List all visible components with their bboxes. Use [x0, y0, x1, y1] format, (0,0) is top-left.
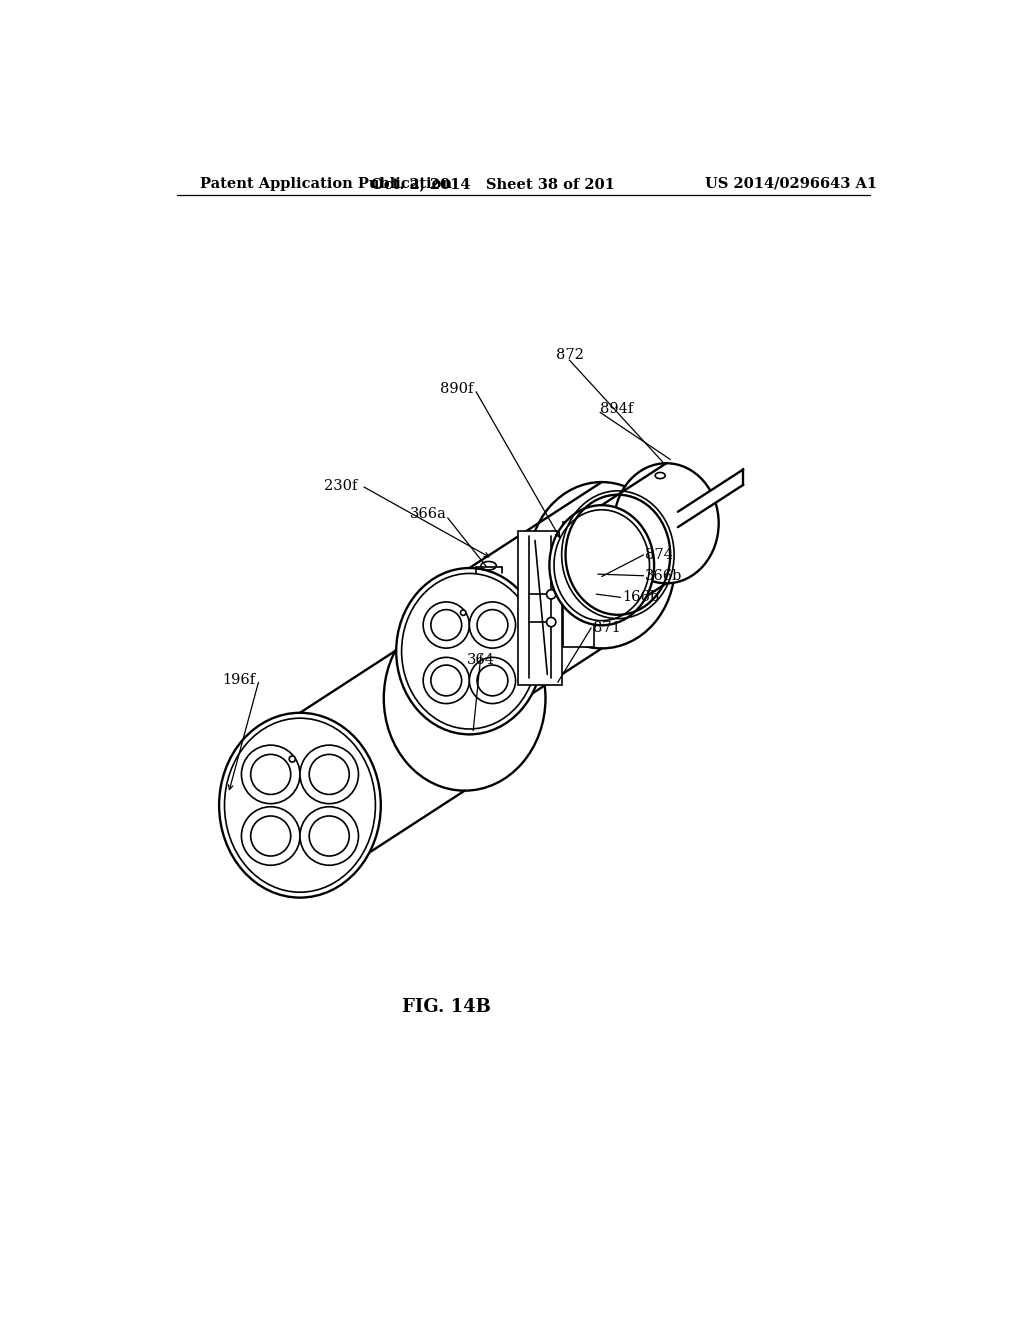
Text: 890f: 890f	[440, 383, 473, 396]
Ellipse shape	[384, 606, 546, 791]
Ellipse shape	[592, 568, 597, 573]
Ellipse shape	[547, 590, 556, 599]
Polygon shape	[300, 606, 465, 898]
Ellipse shape	[469, 657, 515, 704]
Text: 366b: 366b	[645, 569, 682, 582]
Ellipse shape	[300, 807, 358, 866]
Ellipse shape	[481, 561, 497, 570]
Ellipse shape	[655, 473, 666, 479]
Ellipse shape	[251, 816, 291, 857]
Ellipse shape	[401, 573, 538, 729]
Polygon shape	[469, 482, 602, 734]
Polygon shape	[518, 531, 562, 685]
Text: US 2014/0296643 A1: US 2014/0296643 A1	[706, 177, 878, 191]
Ellipse shape	[431, 665, 462, 696]
Text: 871: 871	[593, 622, 621, 635]
Ellipse shape	[592, 595, 597, 601]
Ellipse shape	[309, 816, 349, 857]
Ellipse shape	[289, 756, 295, 762]
Ellipse shape	[309, 755, 349, 795]
Ellipse shape	[251, 755, 291, 795]
Text: 364: 364	[467, 653, 495, 668]
Polygon shape	[563, 521, 594, 647]
Ellipse shape	[410, 667, 427, 696]
Ellipse shape	[224, 718, 376, 892]
Ellipse shape	[413, 672, 424, 692]
Ellipse shape	[242, 807, 300, 866]
Ellipse shape	[528, 482, 675, 648]
Text: 366a: 366a	[410, 507, 446, 521]
Ellipse shape	[589, 565, 599, 576]
Ellipse shape	[461, 610, 466, 615]
Ellipse shape	[477, 610, 508, 640]
Polygon shape	[602, 463, 667, 626]
Ellipse shape	[550, 506, 654, 626]
Ellipse shape	[423, 602, 469, 648]
Ellipse shape	[396, 568, 543, 734]
Ellipse shape	[589, 593, 599, 603]
Text: FIG. 14B: FIG. 14B	[401, 998, 490, 1016]
Text: 230f: 230f	[325, 479, 357, 492]
Ellipse shape	[477, 665, 508, 696]
Text: 874: 874	[645, 548, 673, 562]
Text: Oct. 2, 2014   Sheet 38 of 201: Oct. 2, 2014 Sheet 38 of 201	[371, 177, 614, 191]
Ellipse shape	[423, 657, 469, 704]
Text: 196f: 196f	[222, 673, 255, 686]
Text: Patent Application Publication: Patent Application Publication	[200, 177, 452, 191]
Ellipse shape	[547, 618, 556, 627]
Polygon shape	[678, 470, 743, 527]
Ellipse shape	[469, 602, 515, 648]
Ellipse shape	[300, 744, 358, 804]
Ellipse shape	[554, 510, 649, 620]
Ellipse shape	[242, 744, 300, 804]
Text: 166b: 166b	[622, 590, 659, 605]
Ellipse shape	[219, 713, 381, 898]
Ellipse shape	[431, 610, 462, 640]
Text: 894f: 894f	[600, 401, 634, 416]
Ellipse shape	[614, 463, 719, 583]
Text: 872: 872	[556, 347, 584, 362]
